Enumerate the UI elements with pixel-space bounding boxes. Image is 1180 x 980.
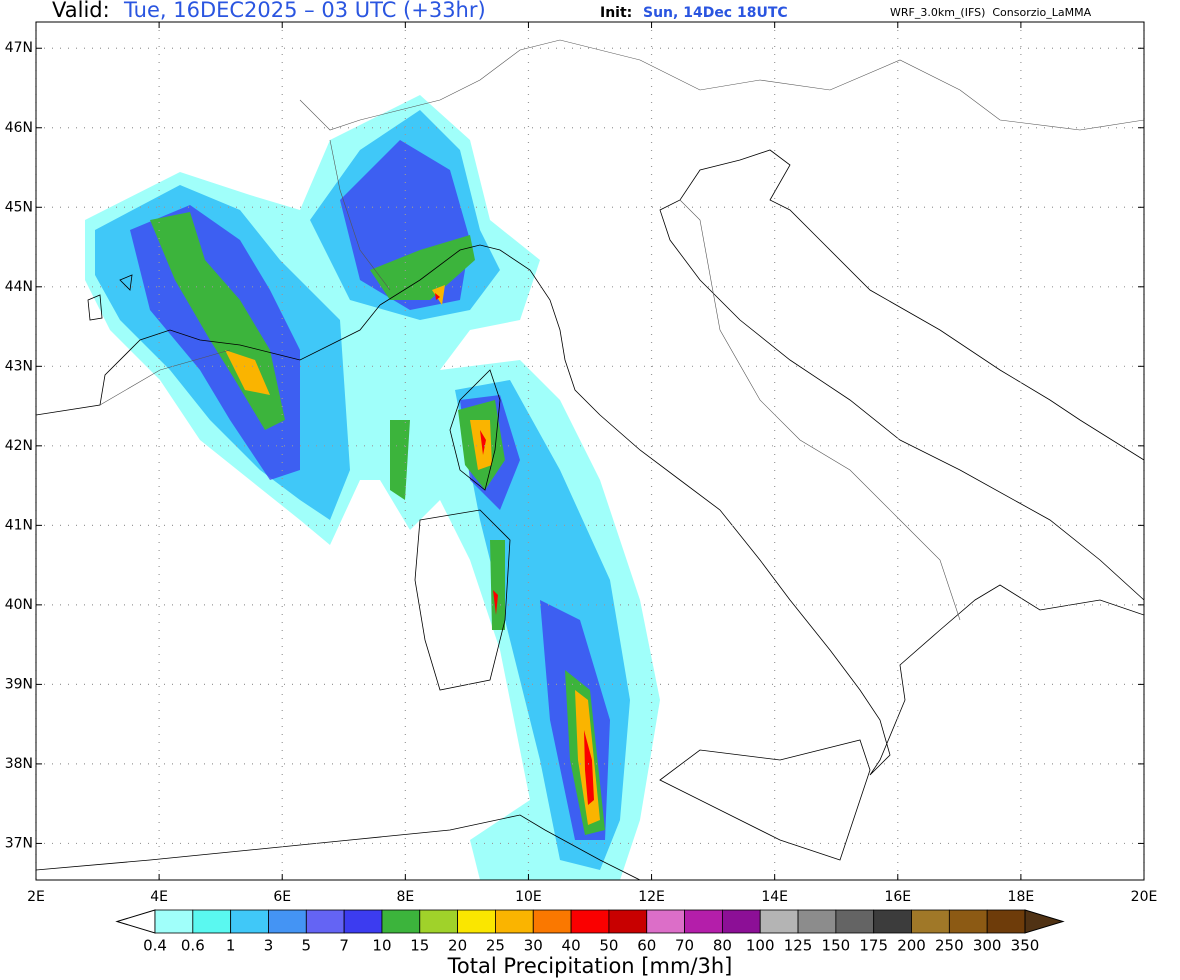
colorbar-box xyxy=(873,909,912,934)
colorbar-under xyxy=(115,909,156,934)
colorbar-label: 20 xyxy=(448,937,467,955)
colorbar-box xyxy=(154,909,194,934)
colorbar-label: 15 xyxy=(410,937,429,955)
lat-tick-label: 42N xyxy=(5,438,33,454)
colorbar-box xyxy=(419,909,459,934)
colorbar-box xyxy=(343,909,383,934)
colorbar-over xyxy=(1024,909,1065,934)
colorbar-box xyxy=(305,909,345,934)
lat-tick-label: 44N xyxy=(5,279,33,295)
lat-tick-label: 47N xyxy=(5,40,33,56)
colorbar-box xyxy=(948,909,988,934)
colorbar-label: 10 xyxy=(372,937,391,955)
colorbar-box xyxy=(721,909,761,934)
colorbar-label: 0.4 xyxy=(143,937,167,955)
colorbar-label: 25 xyxy=(486,937,505,955)
colorbar-label: 0.6 xyxy=(181,937,205,955)
lat-tick-label: 37N xyxy=(5,835,33,851)
colorbar-label: 40 xyxy=(562,937,581,955)
colorbar-label: 60 xyxy=(637,937,656,955)
lon-tick-label: 18E xyxy=(1008,889,1035,905)
colorbar-box xyxy=(608,909,648,934)
model-label: WRF_3.0km_(IFS) Consorzio_LaMMA xyxy=(890,6,1092,19)
colorbar-box xyxy=(797,909,837,934)
init-label: Init: xyxy=(600,5,632,21)
colorbar-label: 50 xyxy=(599,937,618,955)
lon-tick-label: 4E xyxy=(150,889,168,905)
colorbar-label: 100 xyxy=(746,937,775,955)
colorbar-box xyxy=(532,909,572,934)
lon-tick-label: 14E xyxy=(761,889,788,905)
colorbar-box xyxy=(911,909,950,934)
lon-tick-label: 12E xyxy=(638,889,665,905)
map-area xyxy=(36,22,1144,880)
colorbar-label: 80 xyxy=(713,937,732,955)
colorbar-label: 175 xyxy=(859,937,888,955)
lon-tick-label: 2E xyxy=(27,889,45,905)
lon-tick-label: 6E xyxy=(273,889,291,905)
colorbar-box xyxy=(646,909,685,934)
colorbar-label: 250 xyxy=(935,937,964,955)
colorbar-label: 125 xyxy=(784,937,813,955)
colorbar-label: 30 xyxy=(524,937,543,955)
colorbar-title: Total Precipitation [mm/3h] xyxy=(447,954,733,978)
colorbar-box xyxy=(835,909,875,934)
colorbar-box xyxy=(986,909,1026,934)
colorbar-label: 3 xyxy=(264,937,274,955)
colorbar-box xyxy=(457,909,496,934)
colorbar-label: 1 xyxy=(226,937,236,955)
colorbar-box xyxy=(192,909,232,934)
colorbar-label: 150 xyxy=(822,937,851,955)
lon-tick-label: 10E xyxy=(515,889,542,905)
valid-time: Tue, 16DEC2025 – 03 UTC (+33hr) xyxy=(123,0,486,22)
init-time: Sun, 14Dec 18UTC xyxy=(643,5,788,21)
lon-tick-label: 16E xyxy=(884,889,911,905)
lat-tick-label: 43N xyxy=(5,358,33,374)
colorbar-box xyxy=(570,909,610,934)
map-overlay xyxy=(35,22,1145,880)
lat-tick-label: 41N xyxy=(5,517,33,533)
lat-tick-label: 46N xyxy=(5,120,33,136)
colorbar-box xyxy=(495,909,534,934)
lat-tick-label: 40N xyxy=(5,597,33,613)
colorbar-box xyxy=(230,909,269,934)
valid-label: Valid: xyxy=(52,0,110,22)
colorbar-label: 5 xyxy=(302,937,312,955)
colorbar-box xyxy=(684,909,723,934)
precipitation-field xyxy=(85,95,660,880)
lat-tick-label: 45N xyxy=(5,199,33,215)
coastlines xyxy=(36,39,1144,880)
colorbar-box xyxy=(381,909,421,934)
colorbar-box xyxy=(268,909,307,934)
lat-tick-label: 38N xyxy=(5,756,33,772)
lat-tick-label: 39N xyxy=(5,676,33,692)
colorbar-label: 350 xyxy=(1011,937,1040,955)
map-frame xyxy=(35,21,1145,881)
lon-tick-label: 8E xyxy=(396,889,414,905)
colorbar-label: 200 xyxy=(897,937,926,955)
colorbar-label: 70 xyxy=(675,937,694,955)
colorbar-box xyxy=(759,909,799,934)
lon-tick-label: 20E xyxy=(1131,889,1158,905)
colorbar-label: 7 xyxy=(339,937,349,955)
colorbar-label: 300 xyxy=(973,937,1002,955)
